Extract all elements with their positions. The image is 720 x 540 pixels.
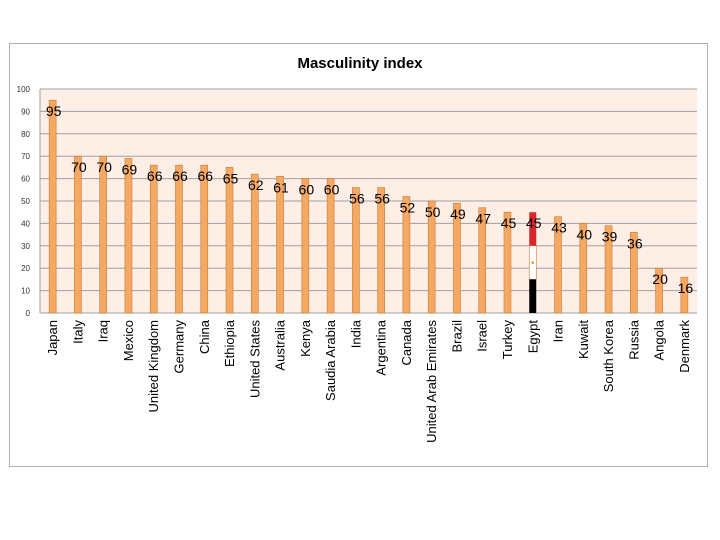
category-label: Russia xyxy=(626,319,641,360)
data-label: 52 xyxy=(400,200,416,216)
data-label: 43 xyxy=(551,220,567,236)
data-label: 39 xyxy=(602,229,618,245)
data-label: 20 xyxy=(652,271,668,287)
category-label: Italy xyxy=(70,320,85,344)
category-label: South Korea xyxy=(601,319,616,392)
category-label: Angola xyxy=(652,319,667,360)
bar-germany xyxy=(175,164,183,314)
data-label: 40 xyxy=(576,226,592,242)
bar-argentina xyxy=(377,187,385,314)
bar-egypt xyxy=(528,212,537,313)
data-label: 47 xyxy=(475,211,491,227)
flag-black-band xyxy=(529,279,537,313)
bar-india xyxy=(352,187,360,314)
data-label: 45 xyxy=(526,215,542,231)
category-label: Saudia Arabia xyxy=(323,319,338,401)
category-label: Israel xyxy=(475,320,490,352)
data-label: 50 xyxy=(425,204,441,220)
category-label: Iraq xyxy=(96,320,111,342)
data-label: 56 xyxy=(374,191,390,207)
y-tick-label: 30 xyxy=(21,242,30,251)
y-tick-label: 90 xyxy=(21,107,30,116)
data-label: 62 xyxy=(248,177,264,193)
category-label: United Arab Emirates xyxy=(424,320,439,443)
bar-south-korea xyxy=(604,225,613,314)
category-label: Germany xyxy=(171,320,186,374)
y-tick-label: 100 xyxy=(17,85,31,94)
category-label: Iran xyxy=(551,320,566,342)
y-tick-label: 80 xyxy=(21,130,30,139)
data-label: 60 xyxy=(299,182,315,198)
bar-united-kingdom xyxy=(149,164,158,314)
bar-kuwait xyxy=(579,223,588,314)
bar-italy xyxy=(74,155,82,314)
category-label: Kuwait xyxy=(576,320,591,359)
bar-canada xyxy=(402,196,411,314)
bar-kenya xyxy=(301,178,310,314)
bar-russia xyxy=(630,232,638,314)
category-label: Argentina xyxy=(374,319,389,375)
category-label: United Kingdom xyxy=(146,320,161,413)
bar-mexico xyxy=(124,158,133,314)
data-label: 66 xyxy=(172,168,188,184)
data-label: 61 xyxy=(273,179,289,195)
category-label: United States xyxy=(247,320,262,399)
bar-angola xyxy=(655,267,663,314)
y-tick-label: 40 xyxy=(21,219,30,228)
y-tick-label: 50 xyxy=(21,197,30,206)
bar-united-arab-emirates xyxy=(427,200,436,314)
category-label: Mexico xyxy=(121,320,136,361)
y-tick-label: 60 xyxy=(21,175,30,184)
category-label: China xyxy=(197,319,212,354)
data-label: 66 xyxy=(147,168,163,184)
data-label: 36 xyxy=(627,235,643,251)
data-label: 66 xyxy=(197,168,213,184)
data-label: 69 xyxy=(122,161,138,177)
bar-japan xyxy=(48,99,57,314)
category-label: Kenya xyxy=(298,319,313,357)
y-tick-label: 0 xyxy=(26,309,31,318)
chart-title: Masculinity index xyxy=(297,55,423,72)
data-label: 56 xyxy=(349,191,365,207)
flag-red-band xyxy=(529,212,537,246)
category-label: Denmark xyxy=(677,320,692,373)
bar-turkey xyxy=(503,211,512,314)
bar-australia xyxy=(276,176,284,314)
category-label: Turkey xyxy=(500,320,515,360)
category-label: Canada xyxy=(399,319,414,365)
bars xyxy=(48,99,689,314)
category-label: Brazil xyxy=(449,320,464,353)
category-label: Ethiopia xyxy=(222,319,237,367)
labels: 0 10 20 30 40 50 60 70 80 90 100 95 Japan 70 Italy 70 Ir… xyxy=(17,85,694,443)
category-label: India xyxy=(348,319,363,348)
data-label: 16 xyxy=(678,280,694,296)
bar-united-states xyxy=(250,173,259,314)
bar-denmark xyxy=(680,276,689,314)
bar-china xyxy=(200,164,209,314)
data-label: 49 xyxy=(450,206,466,222)
data-label: 70 xyxy=(96,159,112,175)
data-label: 95 xyxy=(46,103,62,119)
bar-saudia-arabia xyxy=(326,178,335,314)
data-label: 45 xyxy=(501,215,517,231)
category-label: Japan xyxy=(45,320,60,355)
flag-emblem xyxy=(531,261,534,264)
y-tick-label: 70 xyxy=(21,152,30,161)
y-tick-label: 10 xyxy=(21,287,30,296)
data-label: 60 xyxy=(324,182,340,198)
category-label: Egypt xyxy=(525,320,540,354)
bar-ethiopia xyxy=(225,167,234,314)
gridlines xyxy=(39,88,697,314)
data-label: 70 xyxy=(71,159,87,175)
data-label: 65 xyxy=(223,170,239,186)
bar-brazil xyxy=(453,202,461,314)
category-label: Australia xyxy=(273,319,288,370)
bar-iran xyxy=(554,216,562,314)
y-tick-label: 20 xyxy=(21,264,30,273)
bar-israel xyxy=(478,207,487,314)
bar-iraq xyxy=(99,155,107,314)
